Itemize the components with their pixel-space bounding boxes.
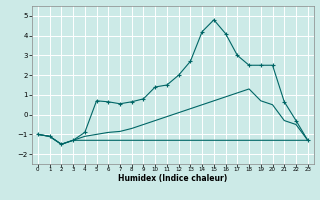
X-axis label: Humidex (Indice chaleur): Humidex (Indice chaleur) — [118, 174, 228, 183]
